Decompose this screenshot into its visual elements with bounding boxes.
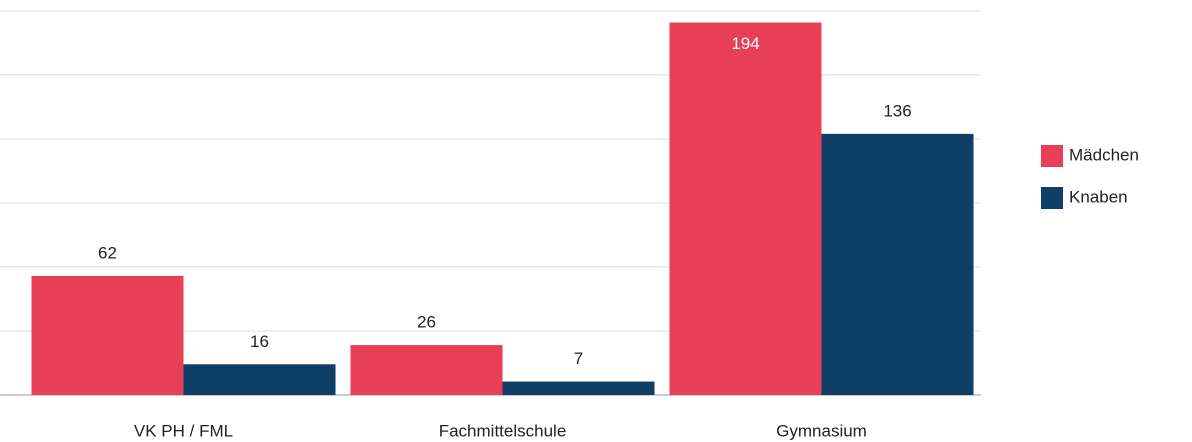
bar <box>183 364 336 395</box>
legend-label: Mädchen <box>1069 145 1139 164</box>
bar <box>350 345 503 395</box>
bar <box>821 133 974 395</box>
x-tick-label: Fachmittelschule <box>439 421 567 440</box>
legend-label: Knaben <box>1069 187 1128 206</box>
x-tick-label: Gymnasium <box>776 421 867 440</box>
x-tick-label: VK PH / FML <box>134 421 233 440</box>
bar <box>669 22 822 396</box>
data-label: 62 <box>98 243 117 262</box>
data-label: 7 <box>574 349 583 368</box>
data-label: 136 <box>883 101 911 120</box>
data-label: 194 <box>731 34 759 53</box>
legend-swatch <box>1041 187 1063 209</box>
bar <box>502 381 655 395</box>
data-label: 26 <box>417 313 436 332</box>
bar <box>31 275 184 395</box>
legend-swatch <box>1041 145 1063 167</box>
data-label: 16 <box>250 332 269 351</box>
